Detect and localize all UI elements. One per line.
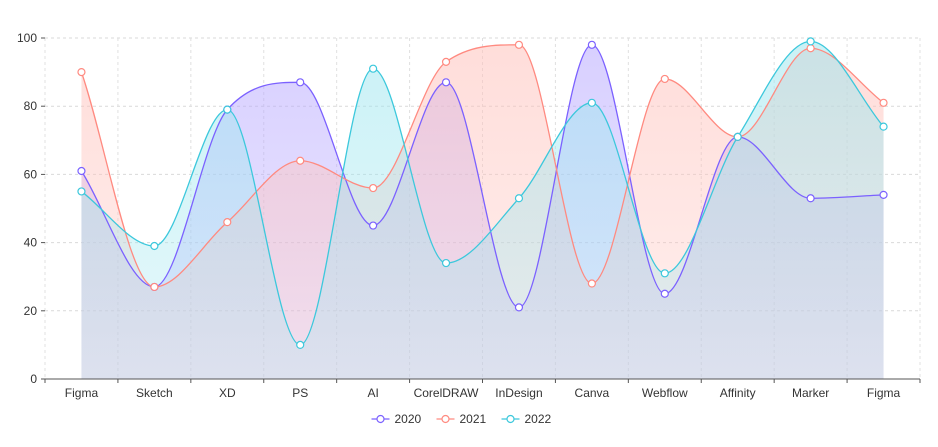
area-fills: [81, 41, 884, 379]
y-tick-label: 80: [24, 99, 38, 113]
y-tick-label: 40: [24, 236, 38, 250]
data-point-2021-0[interactable]: [77, 67, 86, 77]
y-tick-label: 100: [17, 31, 37, 45]
data-point-2020-4[interactable]: [369, 221, 378, 230]
x-tick-label: Webflow: [642, 386, 688, 400]
data-point-2022-6[interactable]: [514, 194, 524, 203]
x-tick-label: Affinity: [720, 386, 756, 400]
data-point-2020-3[interactable]: [296, 78, 305, 87]
data-point-2022-3[interactable]: [296, 340, 305, 349]
y-tick-label: 20: [24, 304, 38, 318]
x-tick-label: PS: [292, 386, 308, 400]
series-line-2020: [80, 44, 884, 309]
data-point-2022-1[interactable]: [150, 241, 159, 251]
data-point-2020-7[interactable]: [587, 40, 596, 49]
data-point-2020-11[interactable]: [879, 190, 888, 199]
x-tick-label: Figma: [867, 386, 901, 400]
legend-item-2021[interactable]: 2021: [436, 412, 487, 426]
x-tick-label: XD: [219, 386, 236, 400]
x-tick-label: Marker: [792, 386, 829, 400]
data-point-2021-2[interactable]: [223, 218, 232, 227]
legend-item-2022[interactable]: 2022: [501, 412, 552, 426]
data-point-2022-2[interactable]: [223, 105, 232, 114]
data-point-2022-10[interactable]: [806, 37, 815, 46]
legend-label: 2021: [460, 412, 487, 426]
data-point-2020-10[interactable]: [806, 194, 815, 203]
x-tick-label: Figma: [65, 386, 99, 400]
data-points: [77, 37, 888, 349]
legend-swatch-marker: [376, 414, 385, 424]
data-point-2022-4[interactable]: [369, 64, 378, 73]
data-point-2022-8[interactable]: [660, 269, 669, 278]
legend-item-2020[interactable]: 2020: [371, 412, 422, 426]
y-tick-label: 0: [30, 372, 37, 386]
data-point-2022-7[interactable]: [587, 98, 596, 107]
legend-swatch-marker: [441, 414, 450, 424]
axes: 0 20 40 60 80 100 Figma Sketch XD PS AI CorelDRAW In…: [17, 31, 921, 400]
data-point-2021-10[interactable]: [806, 44, 815, 53]
data-point-2020-5[interactable]: [441, 78, 451, 87]
x-tick-label: CorelDRAW: [414, 386, 480, 400]
legend-label: 2022: [525, 412, 552, 426]
data-point-2022-9[interactable]: [733, 132, 742, 141]
data-point-2021-7[interactable]: [587, 279, 596, 288]
data-point-2022-11[interactable]: [879, 122, 888, 131]
data-point-2022-5[interactable]: [441, 258, 451, 268]
legend-swatch-marker: [506, 414, 515, 424]
x-tick-label: Sketch: [136, 386, 173, 400]
data-point-2021-8[interactable]: [660, 74, 669, 84]
data-point-2021-6[interactable]: [514, 40, 524, 49]
legend-label: 2020: [395, 412, 422, 426]
data-point-2021-3[interactable]: [296, 156, 305, 165]
data-point-2021-4[interactable]: [369, 183, 378, 193]
x-tick-label: Canva: [575, 386, 610, 400]
data-point-2020-0[interactable]: [77, 166, 86, 176]
data-point-2020-8[interactable]: [660, 289, 669, 298]
x-tick-label: AI: [367, 386, 378, 400]
data-point-2022-0[interactable]: [77, 187, 86, 196]
data-point-2020-6[interactable]: [514, 303, 524, 312]
y-tick-label: 60: [24, 167, 38, 181]
legend: 2020 2021 2022: [371, 412, 552, 426]
data-point-2021-5[interactable]: [441, 57, 451, 66]
area-fill-2022: [81, 41, 884, 379]
data-point-2021-11[interactable]: [879, 98, 888, 107]
data-point-2021-1[interactable]: [150, 282, 159, 292]
x-tick-label: InDesign: [495, 386, 542, 400]
